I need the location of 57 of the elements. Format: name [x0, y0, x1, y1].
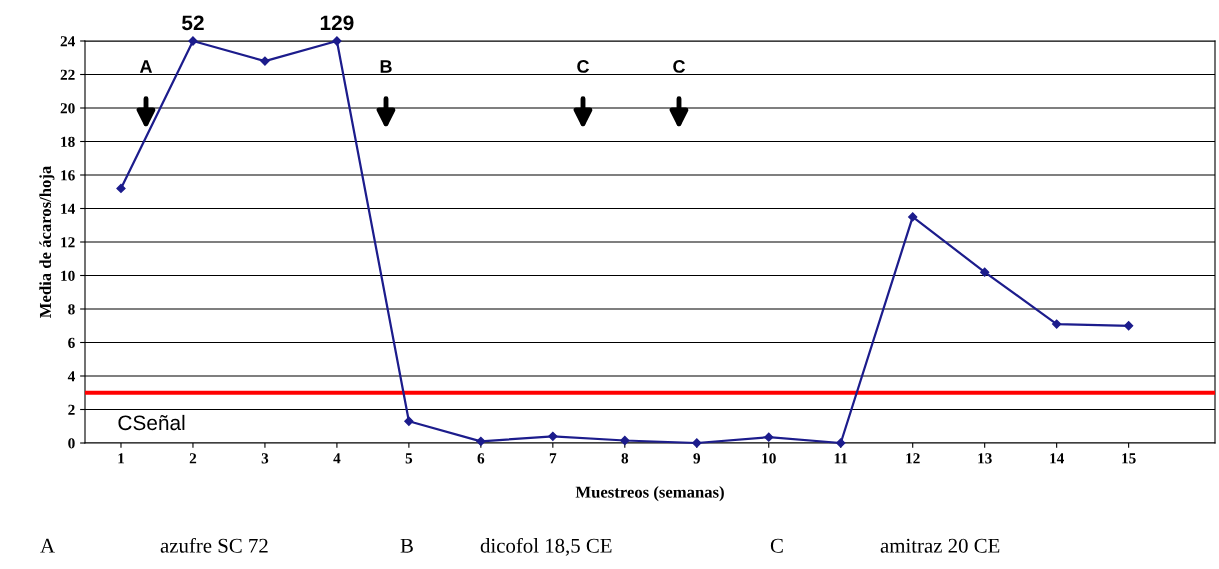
text: dicofol 18,5 CE — [480, 537, 612, 556]
x-tick-label: 4 — [333, 453, 341, 464]
x-axis-title: Muestreos (semanas) — [575, 486, 724, 502]
text: amitraz 20 CE — [880, 538, 1000, 553]
x-tick-label: 13 — [978, 453, 992, 464]
y-tick-label: 10 — [61, 270, 75, 281]
point — [332, 36, 342, 46]
ref-line-label: CSeñal — [118, 414, 185, 431]
y-tick-label: 14 — [61, 203, 75, 214]
y-tick-label: 6 — [68, 337, 75, 348]
y-tick-label: 2 — [68, 404, 75, 415]
x-tick-label: 2 — [189, 453, 197, 464]
y-axis-title: Media de ácaros/hoja — [39, 166, 55, 318]
text: B — [400, 538, 413, 553]
point — [836, 438, 846, 448]
x-tick-label: 12 — [906, 453, 920, 464]
text: C — [770, 538, 783, 553]
x-tick-label: 14 — [1050, 453, 1065, 464]
point — [1052, 319, 1062, 329]
point — [908, 212, 918, 222]
annotation: 129 — [320, 15, 354, 31]
annotation: C — [577, 60, 590, 73]
y-tick-label: 12 — [61, 237, 75, 248]
point — [404, 416, 414, 426]
y-tick-label: 20 — [60, 103, 75, 114]
annotation: 52 — [182, 15, 204, 31]
x-tick-label: 8 — [621, 453, 629, 464]
annotation: C — [673, 60, 686, 73]
point — [620, 435, 630, 446]
y-tick-label: 0 — [68, 438, 75, 449]
point — [548, 431, 558, 441]
point — [980, 267, 990, 277]
y-tick-label: 18 — [61, 136, 75, 147]
text: azufre SC 72 — [160, 537, 268, 553]
point — [476, 436, 486, 446]
point — [260, 56, 270, 66]
point — [692, 438, 702, 448]
x-tick-label: 15 — [1122, 453, 1136, 464]
y-tick-label: 8 — [68, 304, 75, 315]
annotation: B — [380, 60, 392, 73]
x-tick-label: 7 — [549, 453, 557, 464]
y-tick-label: 22 — [60, 69, 75, 80]
x-tick-label: 5 — [405, 453, 413, 464]
point — [764, 432, 774, 442]
y-tick-label: 16 — [61, 170, 75, 181]
x-tick-label: 1 — [118, 453, 125, 464]
y-tick-label: 24 — [60, 36, 75, 47]
x-tick-label: 3 — [261, 453, 269, 464]
y-tick-label: 4 — [67, 371, 75, 382]
annotation: A — [139, 60, 153, 73]
text: A — [40, 538, 55, 553]
x-tick-label: 11 — [834, 453, 848, 464]
x-tick-label: 9 — [693, 453, 701, 464]
point — [116, 183, 126, 194]
x-tick-label: 6 — [477, 453, 485, 464]
point — [1124, 321, 1134, 331]
x-tick-label: 10 — [762, 453, 776, 464]
